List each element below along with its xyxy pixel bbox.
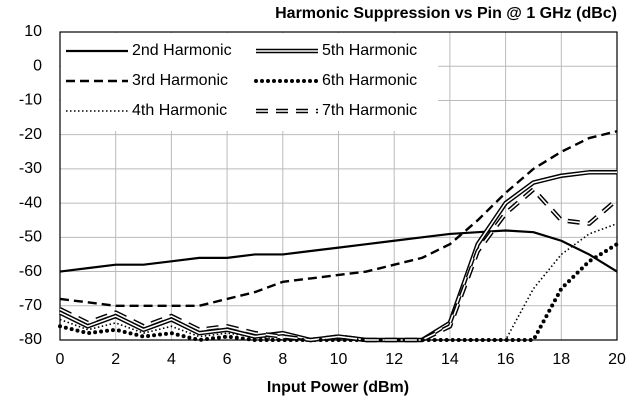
y-tick-label: 0 [33,57,42,74]
y-tick-label: -70 [19,297,42,314]
series-line [59,222,618,341]
legend-label: 5th Harmonic [322,42,417,59]
x-tick-label: 14 [441,351,459,368]
legend-label: 2nd Harmonic [132,42,232,59]
x-tick-label: 0 [56,351,65,368]
series-line [59,130,618,307]
x-tick-label: 2 [111,351,120,368]
x-tick-label: 16 [497,351,515,368]
legend: 2nd Harmonic 3rd Harmonic 4th Harmonic 5th … [61,33,438,131]
legend-label: 6th Harmonic [322,72,417,89]
x-tick-label: 4 [167,351,176,368]
x-tick-label: 20 [608,351,626,368]
y-tick-label: -40 [19,194,42,211]
y-tick-label: -60 [19,263,42,280]
chart-title: Harmonic Suppression vs Pin @ 1 GHz (dBc… [275,5,617,22]
series-line [58,242,619,342]
legend-label: 3rd Harmonic [132,72,228,89]
y-tick-label: -10 [19,92,42,109]
series-line-inner [59,171,617,341]
x-tick-label: 6 [223,351,232,368]
x-tick-label: 8 [278,351,287,368]
y-tick-label: 10 [24,23,42,40]
x-tick-label: 12 [385,351,403,368]
series-line-inner [59,188,618,341]
x-tick-label: 10 [330,351,348,368]
y-tick-label: -50 [19,229,42,246]
y-tick-label: -20 [19,126,42,143]
series-line [59,229,618,273]
x-tick-label: 18 [552,351,570,368]
legend-label: 4th Harmonic [132,102,227,119]
legend-label: 7th Harmonic [322,102,417,119]
x-axis-label: Input Power (dBm) [267,379,409,396]
y-tick-label: -80 [19,331,42,348]
y-tick-label: -30 [19,160,42,177]
